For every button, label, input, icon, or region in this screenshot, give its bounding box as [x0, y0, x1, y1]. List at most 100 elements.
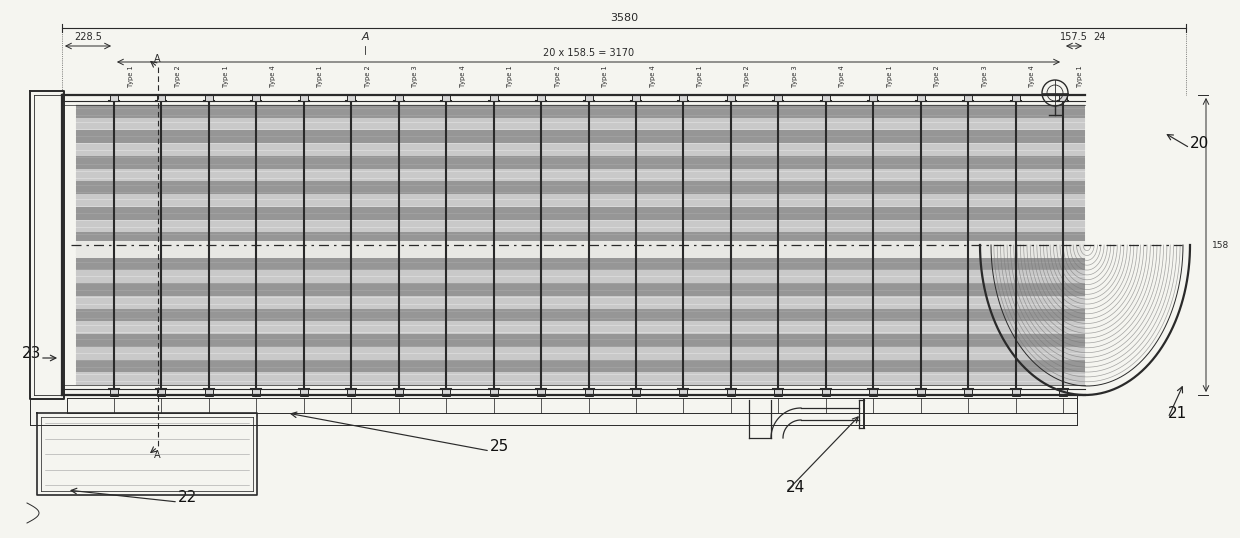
Bar	[76, 168, 1085, 181]
Bar	[394, 389, 403, 396]
Text: Type 4: Type 4	[270, 65, 277, 87]
Text: A: A	[155, 450, 161, 460]
Bar	[76, 372, 1085, 385]
Text: 23: 23	[22, 346, 41, 361]
Bar	[76, 241, 1085, 249]
Bar	[727, 389, 735, 396]
Text: Type 2: Type 2	[365, 65, 371, 87]
Bar	[157, 94, 165, 101]
Bar	[76, 232, 1085, 245]
Bar	[76, 130, 1085, 143]
Bar	[76, 321, 1085, 334]
Text: 22: 22	[179, 490, 197, 505]
Bar	[76, 156, 1085, 168]
Text: Type 4: Type 4	[460, 65, 466, 87]
Bar	[253, 389, 260, 396]
Bar	[76, 296, 1085, 309]
Bar	[76, 143, 1085, 156]
Bar	[443, 389, 450, 396]
Text: 25: 25	[490, 439, 510, 454]
Bar	[443, 94, 450, 101]
Text: Type 4: Type 4	[839, 65, 846, 87]
Text: Type 1: Type 1	[1076, 66, 1083, 87]
Bar	[253, 94, 260, 101]
Bar	[584, 94, 593, 101]
Text: 20 x 158.5 = 3170: 20 x 158.5 = 3170	[543, 48, 634, 58]
Bar	[300, 389, 308, 396]
Bar	[76, 271, 1085, 283]
Bar	[727, 94, 735, 101]
Bar	[632, 94, 640, 101]
Text: Type 2: Type 2	[175, 65, 181, 87]
Bar	[774, 94, 782, 101]
Text: Type 2: Type 2	[934, 65, 940, 87]
Bar	[157, 389, 165, 396]
Text: Type 1: Type 1	[507, 66, 513, 87]
Bar	[76, 245, 1085, 258]
Bar	[965, 389, 972, 396]
Bar	[76, 359, 1085, 372]
Bar	[394, 94, 403, 101]
Text: Type 1: Type 1	[697, 66, 703, 87]
Bar	[76, 309, 1085, 321]
Text: 20: 20	[1190, 136, 1209, 151]
Text: 24: 24	[1092, 32, 1105, 42]
Text: 228.5: 228.5	[74, 32, 102, 42]
Bar	[916, 389, 925, 396]
Bar	[1012, 94, 1019, 101]
Bar	[1059, 94, 1066, 101]
Text: 158: 158	[1211, 240, 1229, 250]
Bar	[965, 94, 972, 101]
Bar	[1059, 389, 1066, 396]
Text: Type 2: Type 2	[554, 65, 560, 87]
Bar	[774, 389, 782, 396]
Bar	[680, 94, 687, 101]
Bar	[110, 389, 118, 396]
Bar	[822, 94, 830, 101]
Bar	[300, 94, 308, 101]
Bar	[680, 389, 687, 396]
Bar	[76, 207, 1085, 220]
Bar	[869, 389, 877, 396]
Bar	[76, 258, 1085, 271]
Bar	[76, 347, 1085, 359]
Bar	[869, 94, 877, 101]
Text: Type 3: Type 3	[792, 66, 797, 87]
Text: Type 2: Type 2	[744, 65, 750, 87]
Bar	[76, 334, 1085, 347]
Bar	[76, 220, 1085, 232]
Text: Type 4: Type 4	[650, 65, 656, 87]
Text: Type 1: Type 1	[222, 66, 228, 87]
Bar	[537, 389, 546, 396]
Text: Type 1: Type 1	[317, 66, 324, 87]
Bar	[347, 389, 355, 396]
Bar	[110, 94, 118, 101]
Text: Type 1: Type 1	[128, 66, 134, 87]
Bar	[822, 389, 830, 396]
Text: A: A	[361, 32, 370, 42]
Bar	[76, 194, 1085, 207]
Text: Type 3: Type 3	[413, 66, 418, 87]
Bar	[76, 105, 1085, 118]
Bar	[490, 389, 497, 396]
Bar	[205, 94, 213, 101]
Text: 157.5: 157.5	[1060, 32, 1087, 42]
Text: Type 4: Type 4	[1029, 65, 1035, 87]
Text: Type 1: Type 1	[603, 66, 608, 87]
Bar	[76, 181, 1085, 194]
Bar	[1012, 389, 1019, 396]
Bar	[584, 389, 593, 396]
Text: Type 1: Type 1	[887, 66, 893, 87]
Text: 24: 24	[786, 480, 805, 495]
Bar	[205, 389, 213, 396]
Text: A: A	[155, 54, 161, 64]
Bar	[76, 249, 1085, 258]
Bar	[76, 283, 1085, 296]
Text: 21: 21	[1168, 406, 1187, 421]
Bar	[537, 94, 546, 101]
Bar	[347, 94, 355, 101]
Bar	[632, 389, 640, 396]
Bar	[490, 94, 497, 101]
Bar	[916, 94, 925, 101]
Text: Type 3: Type 3	[982, 66, 988, 87]
